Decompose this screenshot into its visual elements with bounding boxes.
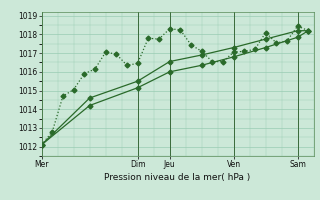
X-axis label: Pression niveau de la mer( hPa ): Pression niveau de la mer( hPa ): [104, 173, 251, 182]
